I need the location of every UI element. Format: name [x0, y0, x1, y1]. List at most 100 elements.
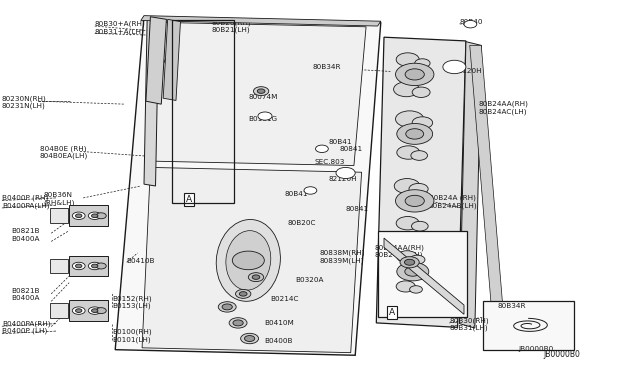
Circle shape: [233, 320, 243, 326]
Circle shape: [397, 146, 420, 159]
Text: 80B30(RH): 80B30(RH): [449, 317, 489, 324]
Circle shape: [229, 318, 247, 328]
Polygon shape: [144, 17, 159, 186]
Ellipse shape: [226, 231, 271, 290]
Polygon shape: [376, 37, 466, 327]
Text: B0153(LH): B0153(LH): [112, 302, 150, 309]
Text: 80B34R: 80B34R: [312, 64, 341, 70]
Circle shape: [396, 217, 419, 230]
Circle shape: [410, 255, 425, 264]
Text: 80B24AA(RH): 80B24AA(RH): [374, 244, 424, 251]
Text: 80B24AA(RH): 80B24AA(RH): [479, 101, 529, 108]
Circle shape: [406, 129, 424, 139]
Circle shape: [405, 69, 424, 80]
Circle shape: [404, 259, 415, 265]
Text: 80231N(LH): 80231N(LH): [1, 103, 45, 109]
Circle shape: [72, 212, 85, 219]
Circle shape: [412, 87, 430, 97]
Bar: [378, 231, 467, 317]
Ellipse shape: [216, 219, 280, 301]
Circle shape: [252, 275, 260, 279]
Circle shape: [88, 307, 101, 314]
Text: JB0000B0: JB0000B0: [518, 346, 554, 352]
Bar: [50, 259, 68, 273]
Polygon shape: [115, 17, 381, 355]
Polygon shape: [384, 238, 464, 314]
Circle shape: [248, 273, 264, 282]
Text: B0400P (LH): B0400P (LH): [2, 328, 47, 334]
Text: 80B34R: 80B34R: [498, 303, 527, 309]
Text: 80B20(RH): 80B20(RH): [211, 19, 251, 26]
Circle shape: [415, 59, 430, 68]
Text: 80B24AB(LH): 80B24AB(LH): [429, 202, 477, 209]
Circle shape: [96, 213, 106, 219]
Text: 80B30+A(RH): 80B30+A(RH): [95, 21, 145, 28]
Circle shape: [232, 251, 264, 270]
Text: 804B0EA(LH): 804B0EA(LH): [40, 153, 88, 160]
Circle shape: [412, 117, 433, 129]
Circle shape: [76, 264, 82, 268]
Circle shape: [92, 309, 98, 312]
Text: B0410M: B0410M: [264, 320, 294, 326]
Circle shape: [336, 167, 355, 179]
Circle shape: [400, 257, 419, 268]
Text: 82120H: 82120H: [329, 176, 358, 182]
Polygon shape: [142, 167, 362, 353]
Circle shape: [253, 87, 269, 96]
Circle shape: [443, 60, 466, 74]
Text: 80B41: 80B41: [329, 139, 353, 145]
Circle shape: [411, 151, 428, 160]
Text: B0400B: B0400B: [264, 339, 293, 344]
Text: 80B31+A(LH): 80B31+A(LH): [95, 28, 145, 35]
Circle shape: [397, 262, 429, 281]
Circle shape: [92, 214, 98, 218]
Text: 80B31(LH): 80B31(LH): [449, 325, 488, 331]
Circle shape: [396, 190, 434, 212]
Text: 80839M(LH): 80839M(LH): [320, 257, 365, 264]
Text: B0320A: B0320A: [296, 277, 324, 283]
Text: 804B0E (RH): 804B0E (RH): [40, 145, 86, 152]
Text: 82120H: 82120H: [453, 68, 482, 74]
Circle shape: [397, 124, 433, 144]
Text: A: A: [389, 308, 396, 317]
Text: (RH&LH): (RH&LH): [44, 199, 75, 206]
Text: 80074M: 80074M: [248, 94, 278, 100]
Circle shape: [405, 267, 421, 276]
Circle shape: [410, 286, 422, 293]
Circle shape: [241, 333, 259, 344]
Circle shape: [222, 304, 232, 310]
Text: 80841: 80841: [339, 146, 362, 152]
Polygon shape: [146, 17, 166, 104]
Text: JB0000B0: JB0000B0: [543, 350, 580, 359]
Text: B0410B: B0410B: [127, 258, 156, 264]
Bar: [50, 303, 68, 318]
Circle shape: [316, 145, 328, 153]
Text: B0400PA(LH): B0400PA(LH): [2, 202, 49, 209]
Circle shape: [154, 57, 164, 62]
Polygon shape: [69, 205, 108, 226]
Circle shape: [409, 183, 428, 195]
Circle shape: [88, 262, 101, 270]
Text: 80B40: 80B40: [460, 19, 483, 25]
Bar: [172, 20, 234, 203]
Circle shape: [396, 53, 419, 66]
Circle shape: [76, 214, 82, 218]
Circle shape: [397, 251, 417, 263]
Text: 80B36N: 80B36N: [44, 192, 72, 198]
Circle shape: [304, 187, 317, 194]
Circle shape: [164, 58, 175, 64]
Circle shape: [257, 89, 265, 93]
Circle shape: [76, 309, 82, 312]
Circle shape: [396, 63, 434, 86]
Circle shape: [394, 82, 419, 97]
Bar: [483, 301, 574, 350]
Polygon shape: [470, 45, 506, 340]
Text: 80B24A (RH): 80B24A (RH): [429, 195, 476, 201]
Text: B0400A: B0400A: [12, 295, 40, 301]
Circle shape: [96, 308, 106, 314]
Circle shape: [72, 262, 85, 270]
Circle shape: [405, 195, 424, 206]
Text: B0101(LH): B0101(LH): [112, 336, 150, 343]
Polygon shape: [69, 300, 108, 321]
Text: 80B41: 80B41: [284, 191, 308, 197]
